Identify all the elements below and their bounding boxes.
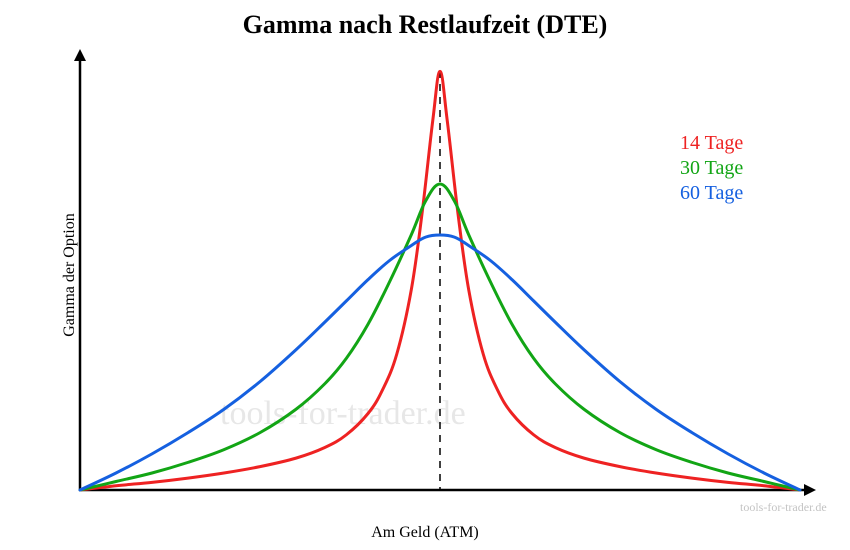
chart-svg — [0, 0, 850, 550]
